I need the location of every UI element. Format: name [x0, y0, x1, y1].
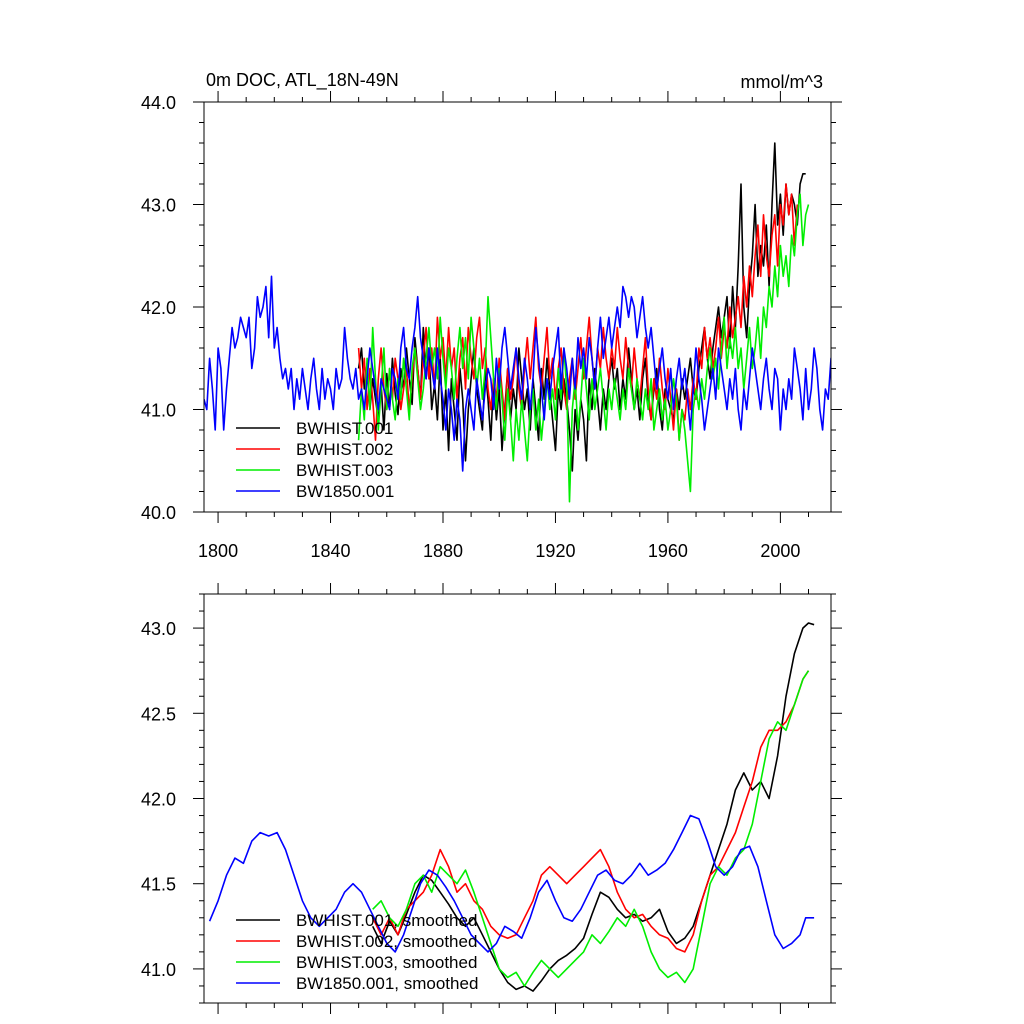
bottom-panel: BWHIST.001, smoothed BWHIST.002, smoothed… [141, 583, 842, 1014]
series-line-4 [208, 814, 815, 953]
x-tick-label: 1880 [423, 541, 463, 561]
series-line-4 [204, 275, 831, 472]
series-group [208, 622, 815, 992]
legend-label-3: BWHIST.003, smoothed [296, 953, 477, 972]
legend-label-4: BW1850.001 [296, 482, 394, 501]
legend-label-1: BWHIST.001 [296, 419, 393, 438]
y-tick-label: 41.0 [141, 960, 176, 980]
y-tick-label: 41.5 [141, 875, 176, 895]
y-tick-label: 42.0 [141, 298, 176, 318]
series-line-1 [371, 622, 815, 992]
y-tick-label: 41.0 [141, 401, 176, 421]
x-tick-label: 2000 [760, 541, 800, 561]
y-tick-label: 43.0 [141, 196, 176, 216]
series-line-2 [371, 670, 810, 953]
y-tick-label: 42.5 [141, 704, 176, 724]
x-tick-label: 1840 [311, 541, 351, 561]
x-tick-label: 1800 [198, 541, 238, 561]
y-tick-label: 42.0 [141, 790, 176, 810]
x-tick-label: 1960 [648, 541, 688, 561]
top-panel: 0m DOC, ATL_18N-49N mmol/m^3 BWHIST.001 BWH… [141, 70, 842, 561]
chart-title: 0m DOC, ATL_18N-49N [206, 70, 399, 91]
series-line-3 [357, 193, 810, 503]
y-tick-label: 40.0 [141, 503, 176, 523]
y-tick-label: 43.0 [141, 619, 176, 639]
units-label: mmol/m^3 [741, 72, 823, 92]
legend-label-3: BWHIST.003 [296, 461, 393, 480]
y-tick-label: 44.0 [141, 93, 176, 113]
legend-label-2: BWHIST.002 [296, 440, 393, 459]
legend-label-2: BWHIST.002, smoothed [296, 932, 477, 951]
series-group [204, 142, 831, 503]
legend-label-4: BW1850.001, smoothed [296, 974, 478, 993]
legend-label-1: BWHIST.001, smoothed [296, 911, 477, 930]
x-tick-label: 1920 [535, 541, 575, 561]
